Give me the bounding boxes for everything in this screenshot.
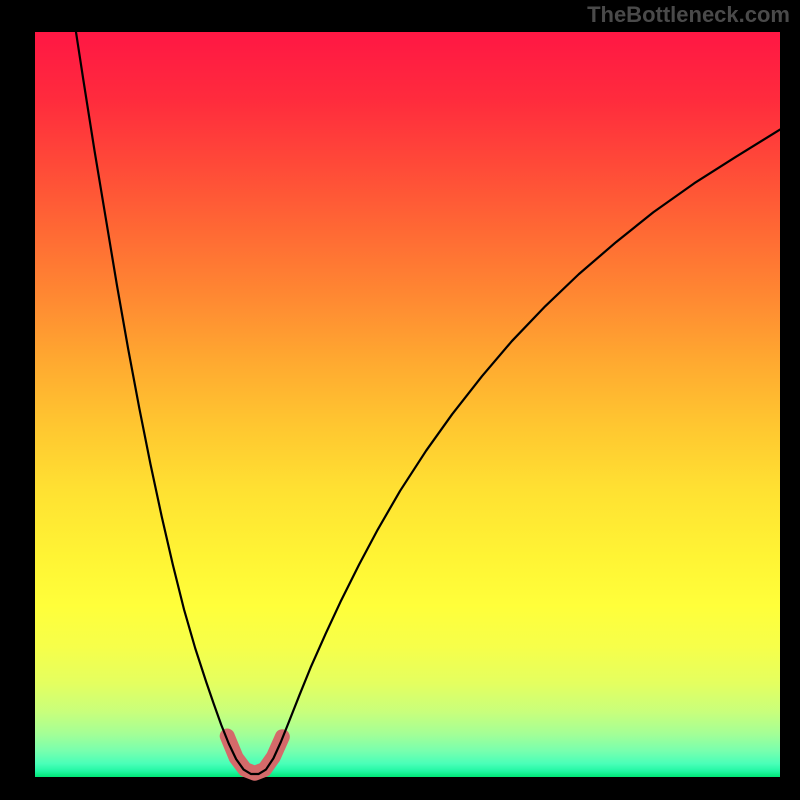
watermark-text: TheBottleneck.com	[587, 2, 790, 28]
bottleneck-curve	[76, 32, 780, 774]
plot-svg	[35, 32, 780, 777]
chart-container: TheBottleneck.com	[0, 0, 800, 800]
plot-area	[35, 32, 780, 777]
